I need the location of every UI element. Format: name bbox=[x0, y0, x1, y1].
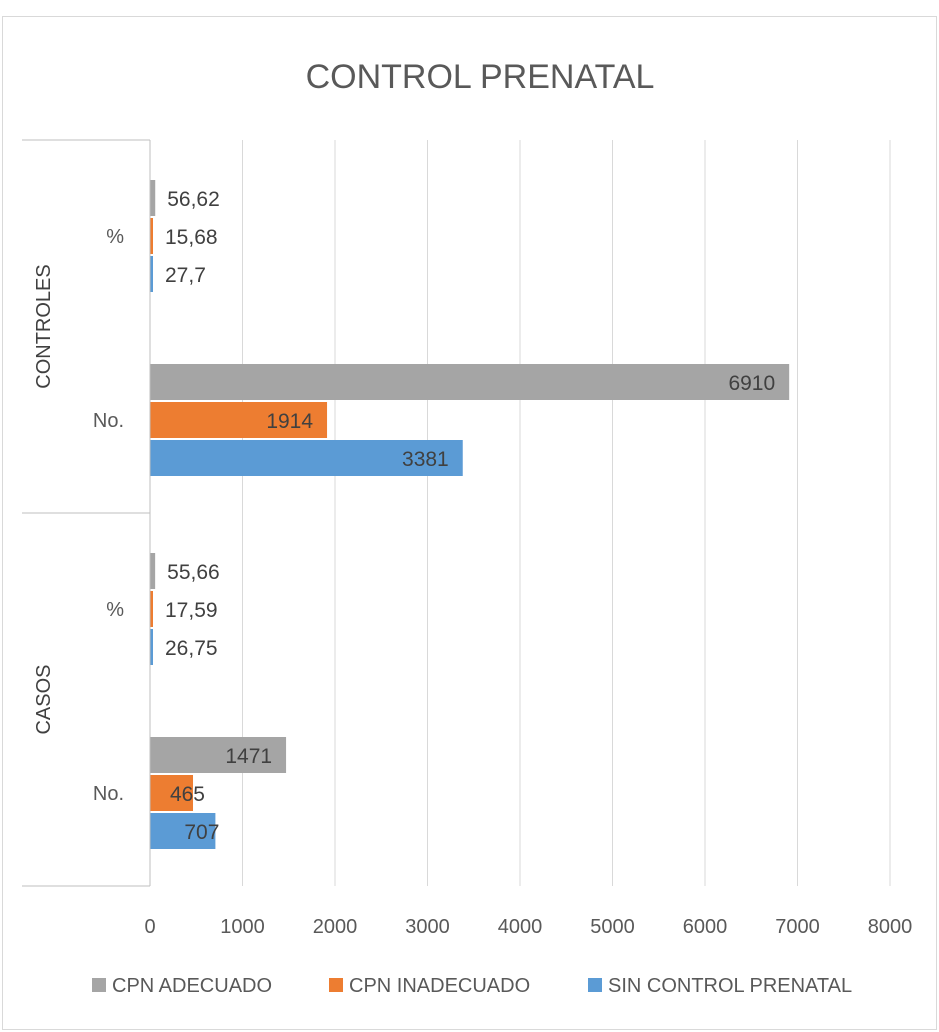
data-label: 26,75 bbox=[165, 637, 218, 660]
x-tick-label: 5000 bbox=[590, 916, 635, 938]
bar bbox=[150, 813, 216, 849]
data-label: 465 bbox=[170, 783, 205, 806]
data-label: 3381 bbox=[402, 448, 449, 471]
bar bbox=[150, 737, 287, 773]
x-tick-label: 3000 bbox=[405, 916, 450, 938]
bar bbox=[150, 256, 153, 292]
gridlines bbox=[242, 140, 891, 886]
x-tick-label: 2000 bbox=[313, 916, 358, 938]
data-label: 56,62 bbox=[167, 188, 220, 211]
data-label: 17,59 bbox=[165, 599, 218, 622]
category-label: % bbox=[106, 226, 124, 248]
group-label: CONTROLES bbox=[33, 264, 55, 388]
axes: 0 1000 2000 3000 4000 5000 6000 7000 8000 CONTROL… bbox=[22, 139, 913, 938]
legend-label: SIN CONTROL PRENATAL bbox=[608, 975, 852, 997]
legend: CPN ADECUADO CPN INADECUADO SIN CONTROL PR… bbox=[92, 975, 852, 997]
bar bbox=[150, 218, 153, 254]
legend-swatch bbox=[92, 978, 106, 992]
data-label: 707 bbox=[184, 821, 219, 844]
bars: 56,62 15,68 27,7 6910 1914 3381 55,66 17,59 26,7… bbox=[150, 180, 790, 849]
data-label: 1914 bbox=[266, 410, 313, 433]
x-tick-label: 7000 bbox=[775, 916, 820, 938]
x-tick-label: 0 bbox=[144, 916, 155, 938]
category-label: No. bbox=[93, 410, 124, 432]
x-tick-label: 8000 bbox=[868, 916, 913, 938]
data-label: 1471 bbox=[225, 745, 272, 768]
bar bbox=[150, 629, 153, 665]
legend-label: CPN INADECUADO bbox=[349, 975, 530, 997]
bar bbox=[150, 553, 156, 589]
bar bbox=[150, 591, 153, 627]
legend-label: CPN ADECUADO bbox=[112, 975, 272, 997]
bar bbox=[150, 402, 328, 438]
category-label: No. bbox=[93, 783, 124, 805]
data-label: 27,7 bbox=[165, 264, 206, 287]
x-tick-label: 6000 bbox=[683, 916, 728, 938]
chart-frame bbox=[2, 16, 937, 1030]
bar bbox=[150, 775, 194, 811]
legend-swatch bbox=[329, 978, 343, 992]
bar bbox=[150, 180, 156, 216]
data-label: 55,66 bbox=[167, 561, 220, 584]
data-label: 6910 bbox=[728, 372, 775, 395]
legend-swatch bbox=[588, 978, 602, 992]
group-label: CASOS bbox=[33, 664, 55, 734]
data-label: 15,68 bbox=[165, 226, 218, 249]
chart-title: CONTROL PRENATAL bbox=[306, 58, 655, 96]
x-tick-label: 1000 bbox=[220, 916, 265, 938]
bar bbox=[150, 440, 463, 476]
x-tick-label: 4000 bbox=[498, 916, 543, 938]
bar bbox=[150, 364, 790, 400]
category-label: % bbox=[106, 599, 124, 621]
